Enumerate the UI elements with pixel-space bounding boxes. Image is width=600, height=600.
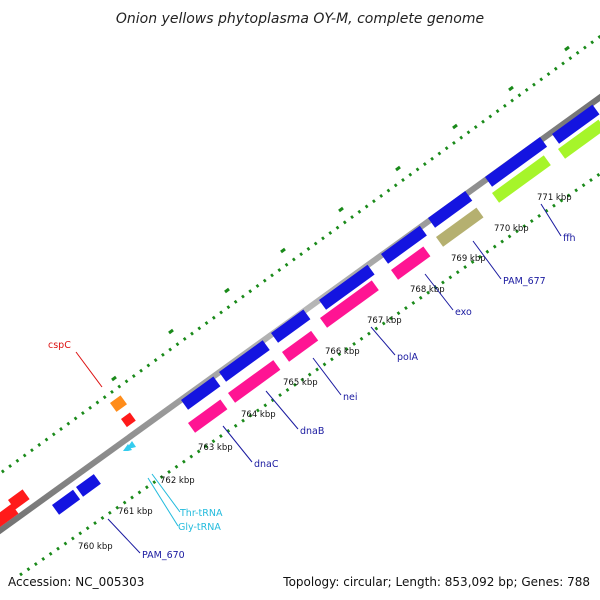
ruler-major-tick (564, 45, 570, 52)
cds-forward-7 (380, 225, 427, 264)
cds-reverse-1 (188, 399, 228, 433)
cds-forward-1 (51, 489, 81, 515)
gene-label: Gly-tRNA (178, 522, 221, 533)
ruler-major-tick (224, 287, 230, 294)
ruler-label: 764 kbp (241, 410, 276, 420)
gene-leader-line (147, 477, 179, 527)
gene-label: nei (343, 392, 358, 403)
ruler-major-tick (111, 375, 117, 382)
cds-reverse-2 (227, 360, 281, 403)
gene-label: cspC (48, 340, 71, 351)
cds-forward-10 (551, 104, 600, 144)
gene-leader-line (472, 240, 502, 280)
cds-red-small (120, 412, 136, 428)
gene-leader-line (312, 357, 342, 396)
ruler-label: 761 kbp (118, 507, 153, 517)
ruler-major-tick (338, 206, 344, 213)
ruler-major-tick (508, 85, 514, 92)
gene-label: ffh (563, 233, 576, 244)
ruler-label: 770 kbp (494, 224, 529, 234)
ruler-label: 767 kbp (367, 316, 402, 326)
ruler-major-tick (168, 328, 174, 335)
trna-glyph (127, 441, 136, 448)
outer-dotted-ring (0, 34, 600, 476)
gene-leader-line (107, 518, 141, 554)
gene-leader-line (151, 473, 181, 513)
cds-forward-9 (485, 137, 548, 187)
ruler-label: 760 kbp (78, 542, 113, 552)
gene-label: dnaB (300, 426, 324, 437)
cds-reverse-3 (282, 330, 319, 362)
cds-red-left-1 (0, 503, 19, 528)
ruler-major-tick (280, 247, 286, 254)
ruler-label: 762 kbp (160, 476, 195, 486)
cds-forward-2 (76, 474, 101, 497)
genome-summary-text: Topology: circular; Length: 853,092 bp; … (282, 575, 590, 589)
ruler-label: 765 kbp (283, 378, 318, 388)
ruler-label: 768 kbp (410, 285, 445, 295)
cds-forward-4 (219, 340, 270, 382)
gene-label: dnaC (254, 459, 279, 470)
ruler-major-tick (452, 123, 458, 130)
cds-orange (110, 395, 127, 412)
cds-red-left-2 (7, 489, 30, 510)
gene-label: PAM_677 (503, 276, 546, 287)
gene-label: exo (455, 307, 472, 318)
accession-text: Accession: NC_005303 (8, 575, 144, 589)
cds-forward-5 (270, 309, 311, 343)
cds-lime-1 (492, 155, 551, 203)
gene-leader-line (222, 425, 253, 463)
ruler-label: 769 kbp (451, 254, 486, 264)
cds-forward-6 (319, 264, 375, 310)
gene-leader-line (540, 203, 562, 237)
cds-lime-2 (557, 119, 600, 159)
gene-label: polA (397, 352, 418, 363)
map-title: Onion yellows phytoplasma OY-M, complete… (116, 11, 484, 27)
cds-forward-3 (180, 376, 221, 410)
cds-forward-8 (428, 190, 473, 228)
gene-leader-line (265, 390, 299, 430)
cds-reverse-4 (320, 280, 379, 328)
gene-label: PAM_670 (142, 550, 185, 561)
ruler-label: 763 kbp (198, 443, 233, 453)
gene-leader-line (370, 326, 396, 356)
ruler-major-tick (395, 165, 401, 172)
inner-dotted-ring (19, 172, 600, 577)
ruler-label: 771 kbp (537, 193, 572, 203)
cds-khaki (435, 207, 484, 247)
gene-leader-line (75, 351, 103, 388)
gene-leader-line (424, 273, 454, 311)
gene-label: Thr-tRNA (179, 508, 223, 519)
cds-reverse-5 (391, 246, 431, 280)
ruler-label: 766 kbp (325, 347, 360, 357)
